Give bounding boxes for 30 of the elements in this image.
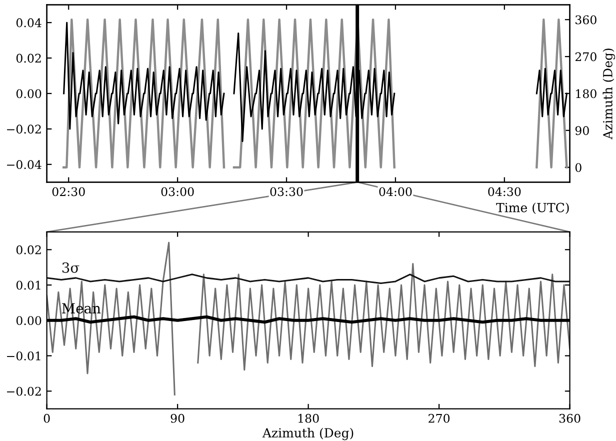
y2-tick-label: 270 [575, 52, 596, 62]
y2-tick-label: 90 [575, 126, 589, 136]
y2-tick-label: 180 [576, 89, 596, 98]
y-tick-label: 0.00 [16, 89, 42, 98]
y-tick-label: 0.02 [16, 245, 41, 254]
x-tick-label: 04:00 [379, 187, 412, 196]
y2-tick-label: 0 [575, 163, 582, 172]
y-tick-label: −0.01 [7, 351, 40, 360]
y-tick-label: −0.02 [7, 124, 41, 134]
x-tick-label: 04:30 [488, 187, 521, 196]
y2-axis-title: Azimuth (Deg) [602, 48, 616, 140]
x-tick-label: 03:00 [161, 187, 194, 196]
y-tick-label: 0.04 [16, 18, 42, 28]
x-tick-label: 360 [559, 414, 580, 423]
line-series [46, 274, 570, 284]
x-axis-title: Azimuth (Deg) [262, 428, 354, 440]
x-axis-title: Time (UTC) [496, 202, 569, 214]
x-tick-label: 02:30 [52, 187, 85, 196]
x-tick-label: 270 [428, 414, 450, 423]
x-tick-label: 90 [170, 414, 184, 423]
y-tick-label: 0.02 [16, 54, 41, 63]
y-tick-label: 0.00 [16, 316, 42, 326]
y2-tick-label: 360 [576, 15, 596, 24]
x-tick-label: 03:30 [270, 187, 303, 196]
x-tick-label: 180 [298, 414, 319, 423]
y-tick-label: 0.01 [16, 280, 40, 290]
y-tick-label: −0.02 [7, 386, 41, 396]
x-tick-label: 0 [44, 414, 50, 423]
series-label: 3σ [62, 262, 80, 273]
y-tick-label: −0.04 [7, 160, 42, 170]
